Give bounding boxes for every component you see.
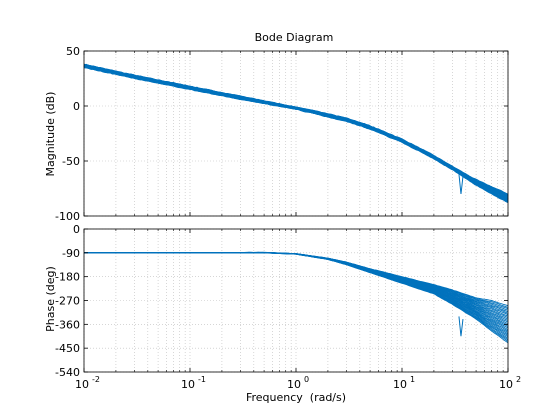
x-tick-label: 10 [75, 378, 89, 391]
x-tick-exponent: -1 [198, 375, 206, 384]
magnitude-series-line [84, 67, 509, 204]
y-tick-label: 50 [66, 45, 80, 58]
magnitude-series-line [83, 66, 509, 202]
x-tick-label: 10 [393, 378, 407, 391]
x-tick-label: 10 [287, 378, 301, 391]
magnitude-plot: -100 -50 0 50 [55, 45, 509, 223]
magnitude-series-line [83, 65, 509, 199]
magnitude-notch [458, 174, 464, 195]
y-tick-label: -360 [55, 318, 80, 331]
x-tick-exponent: 2 [516, 375, 521, 384]
y-tick-label: -50 [62, 155, 80, 168]
y-tick-label: 0 [73, 223, 80, 236]
magnitude-y-axis-label: Magnitude (dB) [44, 92, 57, 177]
x-tick-label: 10 [181, 378, 195, 391]
x-tick-exponent: 1 [410, 375, 415, 384]
phase-series-line [84, 251, 509, 317]
y-tick-label: -540 [55, 366, 80, 379]
x-tick-exponent: 0 [304, 375, 309, 384]
phase-series-line [83, 252, 509, 344]
phase-notch [458, 316, 464, 337]
y-tick-label: -270 [55, 295, 80, 308]
chart-title: Bode Diagram [255, 31, 334, 44]
phase-series-line [83, 251, 509, 313]
phase-y-axis-label: Phase (deg) [44, 266, 57, 332]
y-tick-label: 0 [73, 100, 80, 113]
y-tick-label: -100 [55, 210, 80, 223]
y-tick-label: -90 [62, 247, 80, 260]
y-tick-label: -180 [55, 271, 80, 284]
x-tick-label: 10 [499, 378, 513, 391]
x-tick-exponent: -2 [92, 375, 100, 384]
y-tick-label: -450 [55, 342, 80, 355]
magnitude-series-line [83, 65, 509, 199]
x-axis-label: Frequency (rad/s) [246, 391, 346, 404]
magnitude-series-line [83, 65, 509, 198]
